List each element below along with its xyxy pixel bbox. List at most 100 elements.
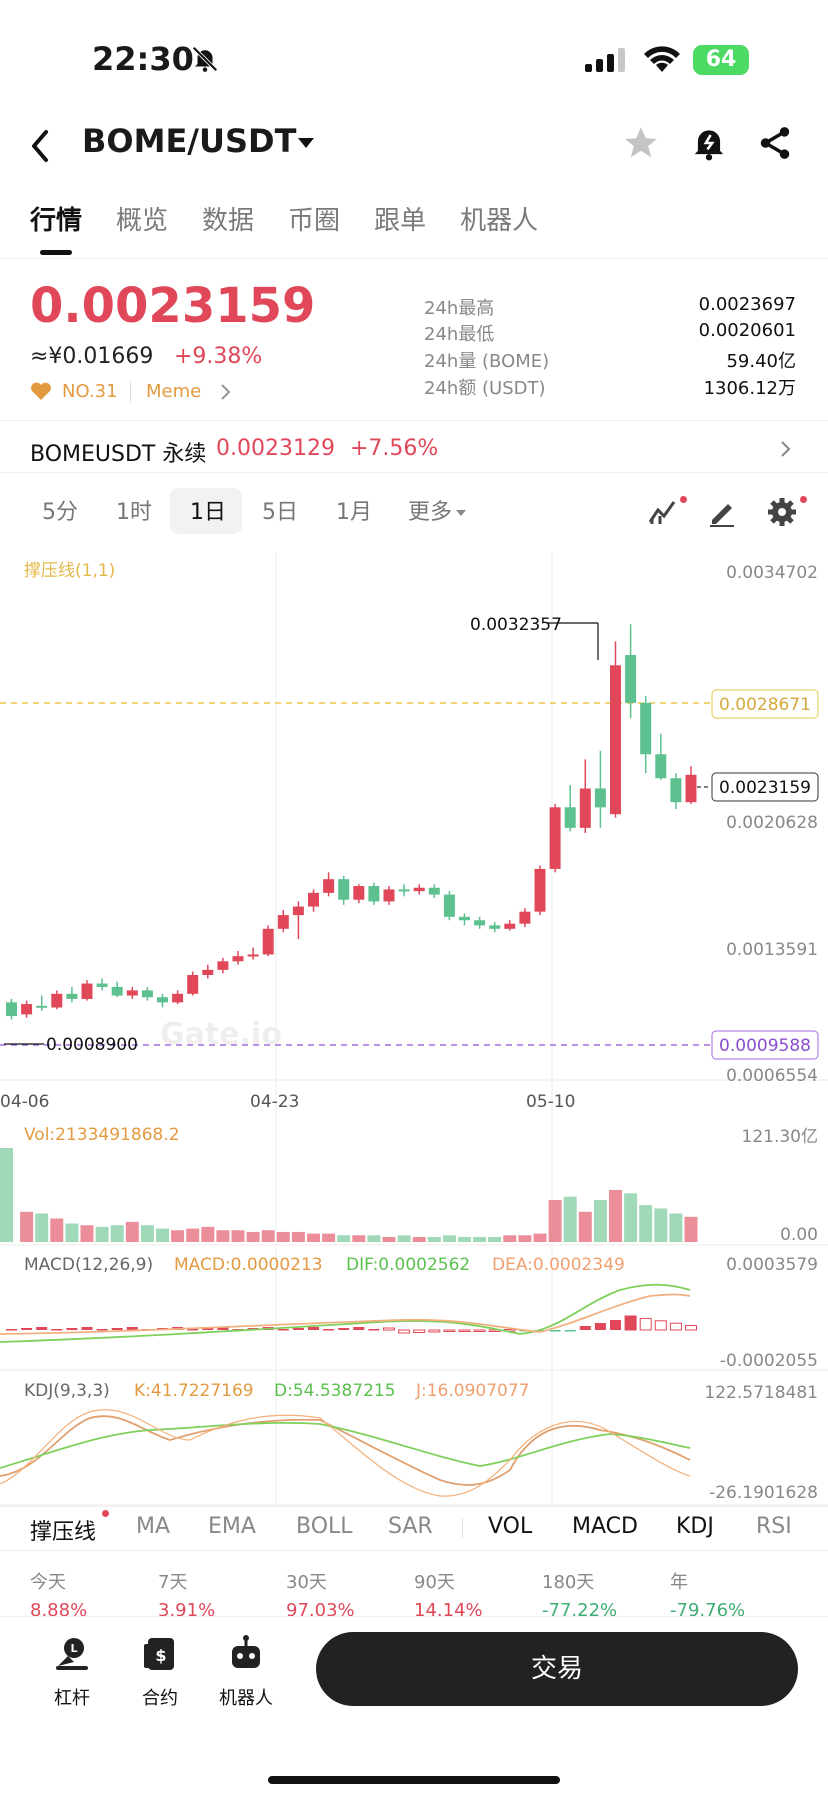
indicator-chart-icon[interactable] [646, 496, 678, 528]
indicator-ma[interactable]: MA [136, 1514, 171, 1539]
candle-body [549, 807, 561, 869]
interval-5d[interactable]: 5日 [262, 500, 298, 525]
tab-bots[interactable]: 机器人 [460, 206, 539, 236]
interval-1h[interactable]: 1时 [116, 500, 152, 525]
support-value: 0.0009588 [719, 1036, 811, 1056]
candle-body [323, 879, 335, 893]
favorite-star-icon[interactable] [622, 124, 660, 162]
divider [0, 420, 828, 421]
svg-text:$: $ [155, 1646, 166, 1665]
candle-body [262, 928, 274, 955]
divider [0, 472, 828, 473]
perf-value: -79.76% [670, 1600, 746, 1621]
robot-icon[interactable] [226, 1634, 266, 1674]
tab-data[interactable]: 数据 [202, 206, 255, 236]
volume-bar [65, 1223, 79, 1242]
chevron-right-icon[interactable] [778, 438, 792, 460]
price-alert-bell-icon[interactable] [690, 124, 728, 162]
macd-bar [458, 1329, 471, 1332]
candle-body [172, 993, 184, 1003]
indicator-rsi[interactable]: RSI [756, 1514, 792, 1539]
futures-label[interactable]: 合约 [142, 1688, 178, 1709]
indicator-ema[interactable]: EMA [208, 1514, 256, 1539]
indicator-vol[interactable]: VOL [488, 1514, 533, 1539]
volume-bar [473, 1236, 487, 1242]
macd-bar [443, 1329, 456, 1332]
support-badge [711, 1030, 819, 1060]
tab-community[interactable]: 币圈 [288, 206, 341, 236]
macd-bar [81, 1327, 93, 1330]
interval-1mo[interactable]: 1月 [336, 500, 372, 525]
candle-body [202, 969, 214, 975]
perp-price-change[interactable]: 0.0023129 +7.56% [216, 436, 438, 461]
resistance-badge [711, 689, 819, 719]
settings-gear-icon[interactable] [766, 496, 798, 528]
kline-chart[interactable]: 撑压线(1,1) 0.0034702 0.0020628 0.0013591 0… [0, 550, 828, 1510]
macd-value: MACD:0.0000213 [174, 1255, 323, 1275]
indicator-kdj[interactable]: KDJ [676, 1514, 714, 1539]
volume-bar [231, 1230, 245, 1242]
volume-bar [684, 1216, 698, 1242]
perp-price: 0.0023129 [216, 436, 335, 461]
indicator-sar[interactable]: SAR [388, 1514, 433, 1539]
category-tag[interactable]: Meme [146, 381, 202, 402]
volume-bar [367, 1235, 381, 1242]
candle-body [81, 983, 93, 999]
chevron-right-icon[interactable] [218, 382, 232, 402]
volume-label: Vol:2133491868.2 [24, 1125, 180, 1145]
perf-value: 8.88% [30, 1600, 88, 1621]
draw-pencil-icon[interactable] [706, 496, 738, 528]
candle-body [292, 906, 304, 916]
macd-label: MACD(12,26,9) [24, 1255, 153, 1275]
share-icon[interactable] [756, 124, 794, 162]
interval-5m[interactable]: 5分 [42, 500, 78, 525]
perp-contract-name[interactable]: BOMEUSDT 永续 [30, 442, 207, 467]
candle-body [111, 986, 123, 996]
macd-bar [353, 1327, 365, 1330]
volume-bar [246, 1231, 260, 1242]
candle-body [277, 915, 289, 929]
indicator-macd[interactable]: MACD [572, 1514, 638, 1539]
candle-body [353, 886, 365, 900]
leverage-label[interactable]: 杠杆 [54, 1688, 90, 1709]
volume-bar [352, 1235, 366, 1242]
volume-bar [639, 1205, 653, 1242]
interval-1d[interactable]: 1日 [190, 500, 226, 525]
cellular-signal-icon [585, 48, 625, 72]
macd-bar [308, 1327, 319, 1330]
candle-body [640, 702, 652, 755]
divider [130, 382, 131, 402]
volume-bar [533, 1233, 547, 1242]
indicator-sr[interactable]: 撑压线 [30, 1520, 97, 1545]
futures-icon[interactable]: $ [140, 1634, 180, 1674]
pair-title[interactable]: BOME/USDT [82, 122, 297, 160]
interval-active-highlight [170, 488, 242, 534]
volume-bar [35, 1213, 49, 1242]
candle-body [655, 754, 667, 779]
macd-bar [36, 1327, 48, 1330]
notification-dot [680, 496, 687, 503]
macd-bar [126, 1327, 138, 1330]
indicator-boll[interactable]: BOLL [296, 1514, 353, 1539]
home-indicator[interactable] [268, 1776, 560, 1784]
interval-more-label: 更多 [408, 500, 453, 525]
candle-body [443, 894, 455, 917]
leverage-icon[interactable]: L [52, 1634, 92, 1674]
trade-button[interactable]: 交易 [316, 1632, 798, 1706]
candle-body [534, 868, 546, 912]
volume-bar [110, 1225, 124, 1242]
macd-bar [654, 1320, 667, 1331]
dif-value: DIF:0.0002562 [346, 1255, 470, 1275]
volume-bar [624, 1193, 638, 1242]
caret-down-icon[interactable] [296, 136, 316, 150]
candle-body [217, 961, 229, 970]
interval-more[interactable]: 更多 [408, 494, 467, 526]
tab-copy-trading[interactable]: 跟单 [374, 206, 427, 236]
tab-market[interactable]: 行情 [30, 206, 83, 236]
back-arrow-icon[interactable] [26, 126, 56, 166]
volume-bar [593, 1200, 607, 1242]
rank-badge[interactable]: NO.31 [62, 381, 118, 402]
macd-bar [564, 1330, 576, 1332]
tab-overview[interactable]: 概览 [116, 206, 169, 236]
robot-label[interactable]: 机器人 [219, 1688, 273, 1709]
